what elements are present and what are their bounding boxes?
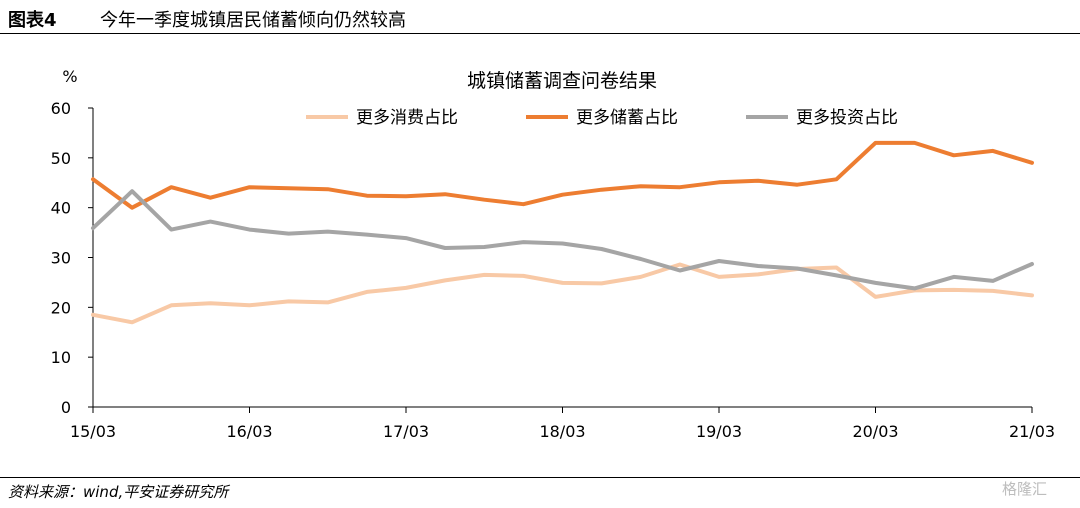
x-tick-label: 16/03: [226, 422, 272, 441]
chart-title: 城镇储蓄调查问卷结果: [467, 70, 657, 92]
x-tick-label: 17/03: [383, 422, 429, 441]
watermark-logo: 格隆汇: [1002, 480, 1048, 498]
footer-rule: [0, 477, 1080, 478]
figure-number: 图表4: [8, 10, 57, 31]
x-tick-label: 15/03: [70, 422, 116, 441]
legend-item-2: 更多储蓄占比: [526, 108, 678, 128]
y-tick-label: 20: [51, 298, 71, 317]
x-tick-label: 18/03: [539, 422, 585, 441]
legend-label: 更多投资占比: [796, 108, 898, 128]
y-tick-label: 40: [51, 199, 71, 218]
legend-item-3: 更多投资占比: [746, 108, 898, 128]
x-tick-label: 20/03: [852, 422, 898, 441]
legend-label: 更多储蓄占比: [576, 108, 678, 128]
axes: 0 10 20 30 40 50 60 15/03 16/03 17/03 18/03 19/03 20…: [51, 99, 1055, 441]
y-tick-label: 60: [51, 99, 71, 118]
y-tick-label: 50: [51, 149, 71, 168]
y-tick-label: 10: [51, 348, 71, 367]
header-rule: [0, 33, 1080, 34]
figure-header: 图表4 今年一季度城镇居民储蓄倾向仍然较高: [0, 0, 1080, 34]
figure-title: 今年一季度城镇居民储蓄倾向仍然较高: [100, 10, 406, 31]
legend: 更多消费占比 更多储蓄占比 更多投资占比: [306, 108, 898, 128]
series-line-2: [91, 140, 1034, 210]
y-tick-label: 0: [61, 398, 71, 417]
line-chart: 城镇储蓄调查问卷结果 % 更多消费占比 更多储蓄占比 更多投资占比 0 10 20 30 4…: [51, 67, 1055, 441]
series-line-1: [91, 262, 1034, 325]
series-line-3: [91, 189, 1034, 291]
y-axis-unit-label: %: [62, 67, 77, 86]
series-layer: [91, 140, 1034, 325]
y-tick-label: 30: [51, 249, 71, 268]
source-note: 资料来源：wind,平安证券研究所: [8, 483, 229, 501]
x-tick-label: 21/03: [1009, 422, 1055, 441]
legend-label: 更多消费占比: [356, 108, 458, 128]
legend-item-1: 更多消费占比: [306, 108, 458, 128]
x-tick-label: 19/03: [696, 422, 742, 441]
